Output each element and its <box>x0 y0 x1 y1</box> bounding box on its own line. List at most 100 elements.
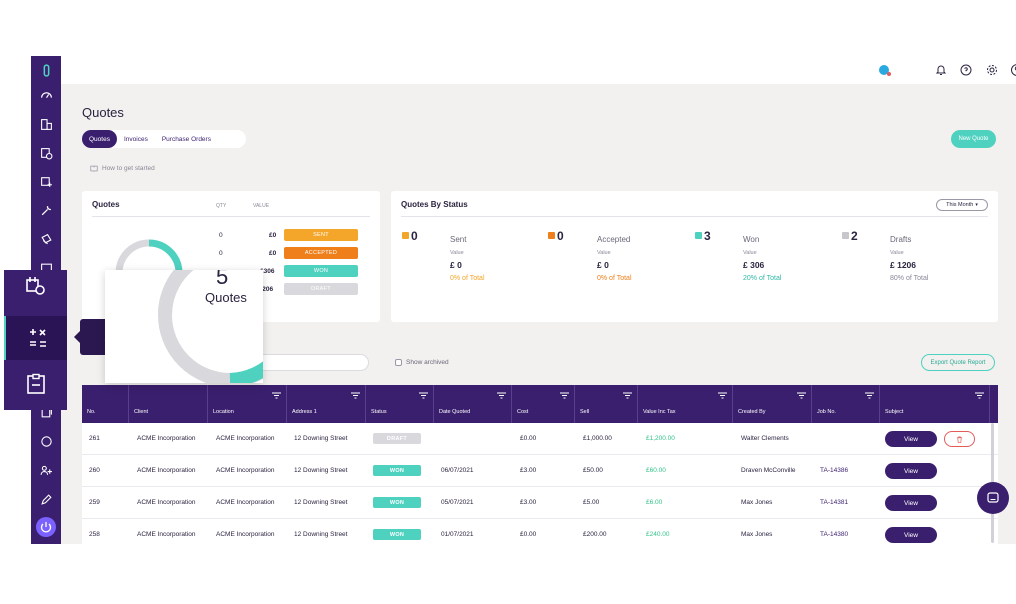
clipboard-icon[interactable] <box>4 372 67 396</box>
power-icon[interactable] <box>31 516 61 538</box>
column-label: Job No. <box>817 409 836 415</box>
quotes-by-status-card: Quotes By Status This Month ▾ 0 Sent Val… <box>391 191 998 322</box>
how-to-label: How to get started <box>102 165 155 172</box>
accepted-total: £ 0 <box>597 260 609 270</box>
export-quote-report-button[interactable]: Export Quote Report <box>921 354 995 371</box>
table-row[interactable]: 260 ACME Incorporation ACME Incorporatio… <box>82 455 998 487</box>
column-header-cost[interactable]: Cost <box>512 385 575 423</box>
view-button[interactable]: View <box>885 463 937 479</box>
book-icon <box>90 165 98 172</box>
table-row[interactable]: 258 ACME Incorporation ACME Incorporatio… <box>82 519 998 544</box>
period-select[interactable]: This Month ▾ <box>936 199 988 211</box>
status-badge: WON <box>373 529 421 540</box>
status-badge: WON <box>373 497 421 508</box>
sent-swatch <box>402 232 409 239</box>
help-icon[interactable] <box>959 63 973 77</box>
accepted-percent: 0% of Total <box>597 275 632 282</box>
cell-job-no[interactable]: TA-14380 <box>820 531 849 538</box>
dashboard-icon[interactable] <box>31 84 61 106</box>
add-users-icon[interactable] <box>31 459 61 481</box>
gear-icon[interactable] <box>985 63 999 77</box>
trash-icon <box>956 436 963 443</box>
app-window: Quotes Quotes Invoices Purchase Orders N… <box>31 56 1016 544</box>
filter-icon[interactable] <box>718 392 727 399</box>
support-chat-button[interactable] <box>977 482 1009 514</box>
user-profile-icon[interactable] <box>1010 63 1016 77</box>
filter-icon[interactable] <box>797 392 806 399</box>
cell-client: ACME Incorporation <box>137 499 196 506</box>
pen-icon[interactable] <box>31 488 61 510</box>
drafts-percent: 80% of Total <box>890 275 929 282</box>
column-header-sell[interactable]: Sell <box>575 385 638 423</box>
won-total: £ 306 <box>743 260 765 270</box>
column-header-value-inc-tax[interactable]: Value Inc Tax <box>638 385 733 423</box>
status-avatar-icon[interactable] <box>878 63 892 77</box>
filter-icon[interactable] <box>865 392 874 399</box>
cell-no: 260 <box>89 467 100 474</box>
buildings-icon[interactable] <box>31 113 61 135</box>
filter-icon[interactable] <box>560 392 569 399</box>
cell-value: £1,200.00 <box>646 435 675 442</box>
filter-icon[interactable] <box>623 392 632 399</box>
tab-quotes[interactable]: Quotes <box>82 130 117 148</box>
cell-job-no[interactable]: TA-14381 <box>820 499 849 506</box>
drafts-count: 2 <box>851 229 858 243</box>
table-row[interactable]: 261 ACME Incorporation ACME Incorporatio… <box>82 423 998 455</box>
sent-count: 0 <box>411 229 418 243</box>
documents-icon[interactable] <box>31 228 61 250</box>
sent-value: £0 <box>269 232 277 239</box>
column-header-status[interactable]: Status <box>366 385 434 423</box>
column-header-created-by[interactable]: Created By <box>733 385 812 423</box>
view-button[interactable]: View <box>885 527 937 543</box>
donut-zoom-chart <box>158 270 263 383</box>
delete-button[interactable] <box>944 431 975 447</box>
show-archived-checkbox[interactable] <box>395 359 402 366</box>
how-to-link[interactable]: How to get started <box>90 165 155 172</box>
add-job-icon[interactable] <box>31 170 61 192</box>
view-button[interactable]: View <box>885 431 937 447</box>
value-header: VALUE <box>253 203 270 209</box>
schedule-icon[interactable] <box>31 142 61 164</box>
column-header-client[interactable]: Client <box>129 385 208 423</box>
filter-icon[interactable] <box>351 392 360 399</box>
filter-icon[interactable] <box>272 392 281 399</box>
sent-percent: 0% of Total <box>450 275 485 282</box>
qty-header: QTY <box>216 203 227 209</box>
cell-sell: £5.00 <box>583 499 600 506</box>
accepted-swatch <box>548 232 555 239</box>
chat-bubble-icon[interactable] <box>31 430 61 452</box>
tab-purchase-orders[interactable]: Purchase Orders <box>161 135 211 143</box>
calculator-icon <box>30 329 46 347</box>
cell-created-by: Walter Clements <box>741 435 789 442</box>
column-header-no[interactable]: No. <box>82 385 129 423</box>
column-header-location[interactable]: Location <box>208 385 287 423</box>
column-header-date-quoted[interactable]: Date Quoted <box>434 385 512 423</box>
column-label: Date Quoted <box>439 409 471 415</box>
accepted-label: Accepted <box>597 235 631 244</box>
view-button[interactable]: View <box>885 495 937 511</box>
column-header-job-no[interactable]: Job No. <box>812 385 880 423</box>
cell-client: ACME Incorporation <box>137 435 196 442</box>
tools-icon[interactable] <box>31 199 61 221</box>
show-archived-toggle[interactable]: Show archived <box>395 359 449 366</box>
sidebar-item-accounting[interactable] <box>4 316 67 360</box>
table-row[interactable]: 259 ACME Incorporation ACME Incorporatio… <box>82 487 998 519</box>
new-quote-button[interactable]: New Quote <box>951 130 996 148</box>
column-header-subject[interactable]: Subject <box>880 385 990 423</box>
cell-address: 12 Downing Street <box>294 531 348 538</box>
filter-icon[interactable] <box>497 392 506 399</box>
column-header-address[interactable]: Address 1 <box>287 385 366 423</box>
tab-invoices[interactable]: Invoices <box>123 135 148 143</box>
cell-sell: £1,000.00 <box>583 435 612 442</box>
cell-job-no[interactable]: TA-14386 <box>820 467 849 474</box>
cell-client: ACME Incorporation <box>137 531 196 538</box>
calendar-add-icon[interactable] <box>4 274 67 296</box>
cell-value: £6.00 <box>646 499 663 506</box>
filter-icon[interactable] <box>419 392 428 399</box>
tab-bar: Quotes Invoices Purchase Orders <box>82 130 246 148</box>
logo-icon[interactable] <box>31 59 61 81</box>
filter-icon[interactable] <box>975 392 984 399</box>
bell-icon[interactable] <box>934 63 948 77</box>
column-label: Cost <box>517 409 529 415</box>
won-count: 3 <box>704 229 711 243</box>
